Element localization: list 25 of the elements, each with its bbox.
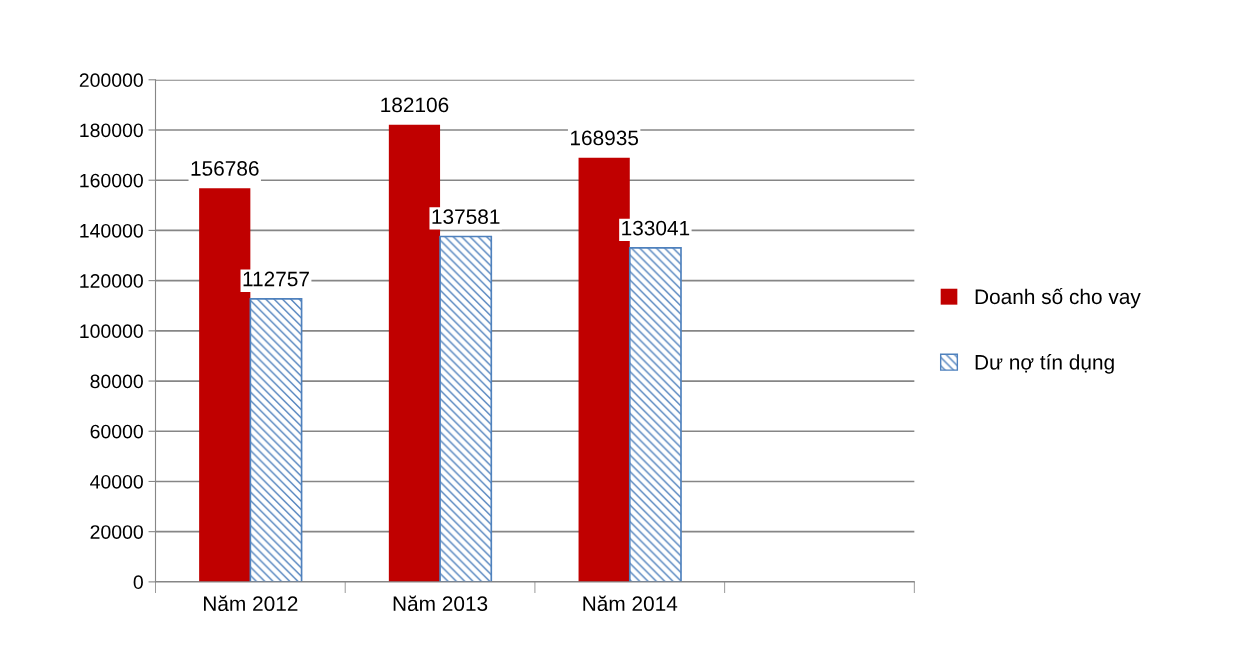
y-tick-label: 100000 [80,324,143,339]
y-tick-label: 0 [133,575,143,590]
y-tick-label: 60000 [90,424,143,439]
legend-label: Dư nợ tín dụng [975,354,1114,374]
legend-label: Doanh số cho vay [975,287,1141,309]
y-tick-label: 120000 [80,274,143,288]
data-label: 112757 [243,271,309,287]
x-tick-label: Năm 2013 [393,595,488,612]
y-tick-label: 200000 [79,73,143,88]
data-label: 182106 [381,97,449,113]
y-tick-label: 180000 [80,123,143,138]
data-label: 168935 [571,130,639,146]
bar [249,297,303,582]
y-tick-label: 20000 [90,525,143,539]
y-tick-label: 40000 [90,474,143,489]
x-tick-label: Năm 2014 [583,595,678,612]
x-tick-label: Năm 2012 [204,595,298,612]
y-tick-label: 160000 [80,173,143,188]
bar [439,235,493,582]
data-label: 133041 [622,220,690,236]
y-tick-label: 80000 [90,374,143,389]
data-label: 156786 [191,161,259,176]
data-label: 137581 [432,209,500,225]
y-tick-label: 140000 [80,223,143,238]
bar [628,247,682,582]
